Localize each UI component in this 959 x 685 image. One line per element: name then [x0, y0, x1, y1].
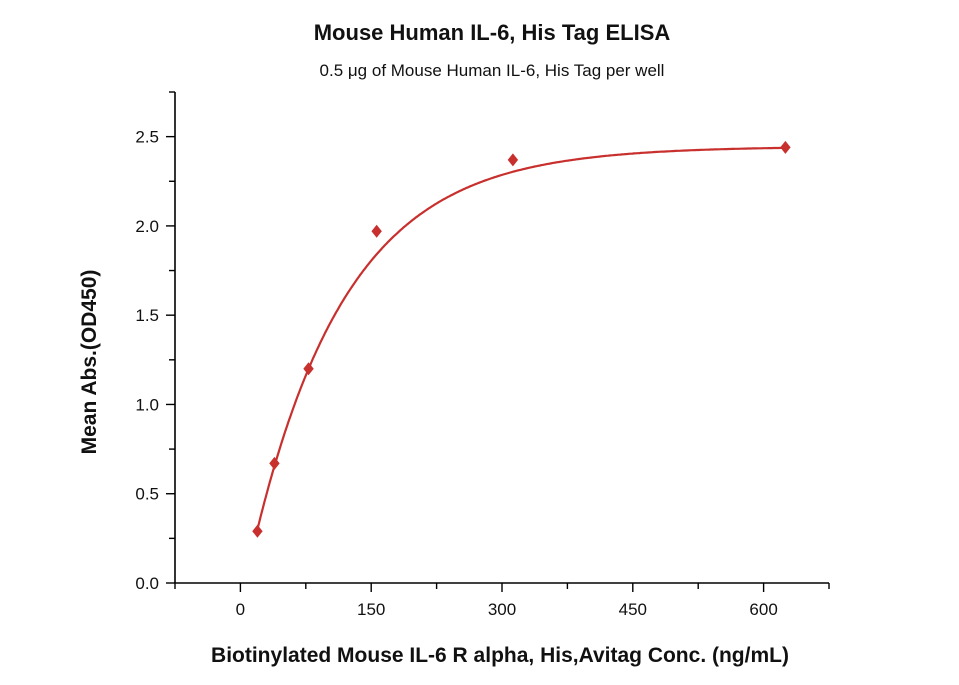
- fit-curve: [256, 146, 785, 530]
- y-tick-label: 2.5: [135, 128, 159, 147]
- chart-subtitle: 0.5 μg of Mouse Human IL-6, His Tag per …: [320, 61, 665, 80]
- y-tick-label: 1.0: [135, 395, 159, 414]
- x-tick-label: 0: [236, 600, 245, 619]
- chart-title: Mouse Human IL-6, His Tag ELISA: [314, 20, 671, 45]
- x-tick-label: 600: [749, 600, 777, 619]
- data-point: [303, 362, 314, 376]
- x-tick-label: 150: [357, 600, 385, 619]
- x-tick-label: 300: [488, 600, 516, 619]
- y-tick-label: 2.0: [135, 217, 159, 236]
- data-point: [269, 456, 280, 470]
- y-tick-label: 0.0: [135, 574, 159, 593]
- data-point: [252, 524, 263, 538]
- y-tick-label: 1.5: [135, 306, 159, 325]
- data-point: [780, 140, 791, 154]
- x-tick-label: 450: [619, 600, 647, 619]
- y-axis-label: Mean Abs.(OD450): [78, 270, 101, 455]
- data-point: [371, 224, 382, 238]
- data-point: [507, 153, 519, 167]
- x-axis-label: Biotinylated Mouse IL-6 R alpha, His,Avi…: [211, 644, 789, 667]
- y-tick-label: 0.5: [135, 485, 159, 504]
